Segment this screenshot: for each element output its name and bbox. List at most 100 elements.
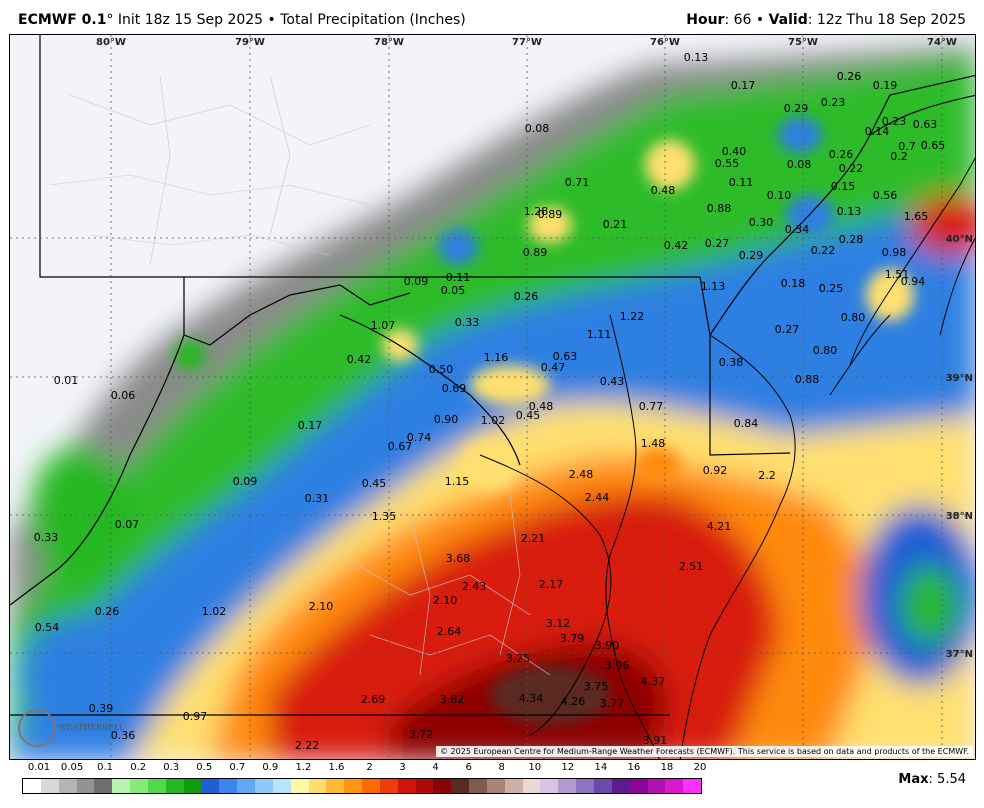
colorbar-strip [22, 778, 702, 794]
colorbar-swatch [165, 779, 184, 793]
precip-value: 0.30 [749, 216, 774, 229]
precip-value: 0.7 [898, 140, 916, 153]
lat-label: 37°N [946, 649, 973, 660]
colorbar-tick-label: 2 [366, 762, 373, 773]
precip-value: 0.13 [837, 205, 862, 218]
colorbar-tick-label: 0.5 [196, 762, 213, 773]
colorbar-swatch [415, 779, 434, 793]
precip-value: 1.28 [524, 205, 549, 218]
precip-value: 3.72 [409, 728, 434, 741]
precip-value: 0.27 [705, 237, 730, 250]
colorbar-ticks: 0.01 0.05 0.1 0.2 0.3 0.5 0.7 0.9 1.2 1.6 2 3 4 6 8 10 1… [22, 762, 707, 776]
precip-value: 0.27 [775, 323, 800, 336]
precip-value: 0.80 [813, 344, 838, 357]
precip-value: 4.37 [641, 675, 666, 688]
colorbar-swatch [594, 779, 612, 793]
precip-value: 2.43 [462, 580, 487, 593]
precip-value: 0.34 [785, 223, 810, 236]
precip-value: 0.48 [651, 184, 676, 197]
precip-value: 0.33 [455, 316, 480, 329]
precip-value: 3.68 [446, 552, 471, 565]
precip-value: 0.42 [347, 353, 372, 366]
precip-value: 0.15 [831, 180, 856, 193]
precip-value: 0.63 [553, 350, 578, 363]
hour-value: : 66 • [724, 12, 769, 28]
precip-value: 0.08 [787, 158, 812, 171]
precip-value: 0.10 [767, 189, 792, 202]
precip-value: 0.18 [781, 277, 806, 290]
precip-value: 0.69 [442, 382, 467, 395]
colorbar-swatch [326, 779, 345, 793]
precip-value: 1.15 [445, 475, 470, 488]
copyright-notice: © 2025 European Centre for Medium-Range … [436, 746, 973, 757]
precip-value: 0.22 [811, 244, 836, 257]
colorbar-tick-label: 6 [465, 762, 472, 773]
colorbar-swatch [237, 779, 255, 793]
precip-value: 1.16 [484, 351, 509, 364]
colorbar-tick-label: 16 [627, 762, 641, 773]
precip-value: 0.65 [921, 139, 946, 152]
lon-label: 74°W [927, 37, 957, 48]
precip-value: 0.89 [523, 246, 548, 259]
max-number: : 5.54 [928, 772, 966, 787]
weatherbell-logo: WEATHERBELL [18, 709, 124, 747]
colorbar-swatch [201, 779, 220, 793]
graticule [10, 35, 975, 759]
precip-value: 0.88 [707, 202, 732, 215]
precip-value: 0.22 [839, 162, 864, 175]
valid-value: : 12z Thu 18 Sep 2025 [807, 12, 966, 28]
colorbar-swatch [397, 779, 416, 793]
lon-label: 80°W [96, 37, 126, 48]
colorbar-swatch [183, 779, 202, 793]
lon-label: 77°W [512, 37, 542, 48]
precip-value: 0.11 [729, 176, 754, 189]
precip-value: 0.47 [541, 361, 566, 374]
precip-value: 0.13 [684, 51, 709, 64]
state-boundaries [10, 35, 975, 716]
precip-value: 1.02 [481, 414, 506, 427]
precip-value: 0.29 [739, 249, 764, 262]
colorbar-tick-label: 0.2 [130, 762, 147, 773]
colorbar-swatch [344, 779, 363, 793]
precip-value: 0.23 [882, 115, 907, 128]
precip-value: 0.80 [841, 311, 866, 324]
colorbar-tick-label: 8 [498, 762, 505, 773]
precip-value: 2.2 [758, 469, 776, 482]
colorbar-swatch [647, 779, 666, 793]
colorbar-swatch [433, 779, 452, 793]
colorbar-tick-label: 0.1 [97, 762, 114, 773]
precip-value: 0.36 [111, 729, 136, 742]
precip-value: 0.63 [913, 118, 938, 131]
colorbar-swatch [147, 779, 166, 793]
precip-value: 1.07 [371, 319, 396, 332]
colorbar-swatch [308, 779, 327, 793]
colorbar-swatch [290, 779, 309, 793]
logo-text: WEATHERBELL [58, 723, 125, 732]
init-info: ° Init 18z 15 Sep 2025 • Total Precipita… [106, 12, 466, 28]
precip-value: 4.26 [561, 695, 586, 708]
precip-value: 0.21 [603, 218, 628, 231]
hour-label: Hour [686, 12, 725, 28]
precip-value: 0.98 [882, 246, 907, 259]
colorbar-swatch [219, 779, 238, 793]
colorbar-swatch [272, 779, 291, 793]
colorbar-tick-label: 0.05 [60, 762, 84, 773]
max-label: Max [898, 772, 929, 787]
colorbar-swatch [130, 779, 148, 793]
colorbar-tick-label: 18 [660, 762, 674, 773]
precip-value: 1.02 [202, 605, 227, 618]
colorbar-tick-label: 12 [561, 762, 575, 773]
colorbar-swatch [611, 779, 630, 793]
precip-value: 0.06 [111, 389, 136, 402]
colorbar-swatch [76, 779, 95, 793]
colorbar-tick-label: 0.01 [27, 762, 51, 773]
precip-value: 1.22 [620, 310, 645, 323]
colorbar-swatch [665, 779, 684, 793]
precip-value: 2.69 [361, 693, 386, 706]
lat-label: 40°N [946, 234, 973, 245]
precip-value: 0.77 [639, 400, 664, 413]
precip-value: 0.09 [233, 475, 258, 488]
precip-value: 3.79 [560, 632, 585, 645]
colorbar: 0.01 0.05 0.1 0.2 0.3 0.5 0.7 0.9 1.2 1.6 2 3 4 6 8 10 1… [22, 762, 707, 802]
colorbar-swatch [558, 779, 577, 793]
